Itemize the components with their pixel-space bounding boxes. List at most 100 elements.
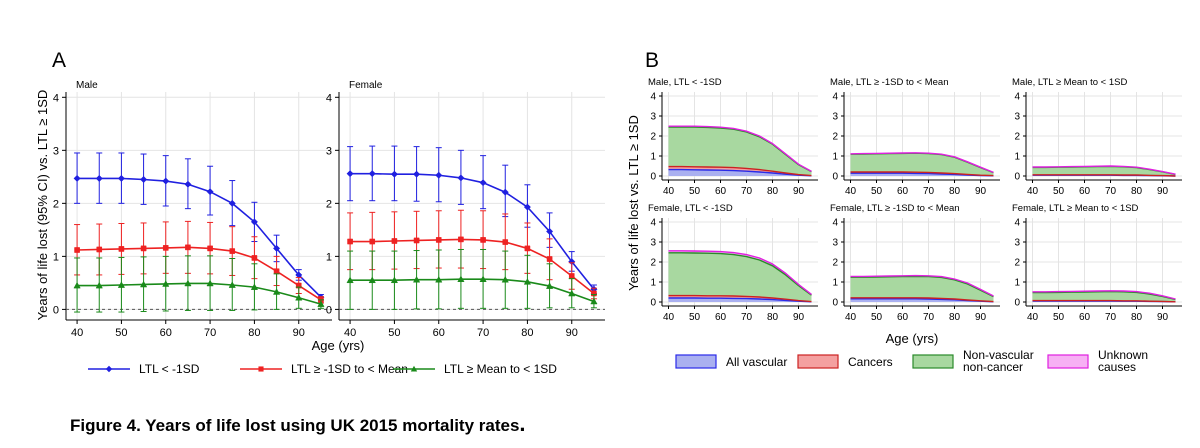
tick-label-x: 40 bbox=[1027, 186, 1039, 197]
tick-label-y: 2 bbox=[1014, 258, 1020, 269]
tick-label-y: 0 bbox=[53, 304, 59, 316]
data-point bbox=[435, 237, 442, 243]
tick-label-y: 1 bbox=[650, 278, 656, 289]
data-point bbox=[568, 289, 576, 297]
series-line bbox=[350, 238, 595, 295]
tick-label-x: 60 bbox=[433, 327, 445, 339]
area-edge-cancer bbox=[668, 165, 812, 177]
tick-label-y: 3 bbox=[1014, 238, 1020, 249]
legend-label: LTL < -1SD bbox=[139, 362, 200, 376]
data-point bbox=[229, 248, 236, 254]
tick-label-y: 1 bbox=[326, 251, 332, 263]
tick-label-y: 4 bbox=[650, 92, 656, 103]
tick-label-y: 3 bbox=[1014, 112, 1020, 123]
data-point bbox=[346, 170, 354, 178]
data-point bbox=[140, 175, 148, 184]
tick-label-x: 60 bbox=[1079, 186, 1091, 197]
tick-label-y: 4 bbox=[832, 92, 838, 103]
subplot-title: Female bbox=[349, 80, 383, 91]
panel-b-x-axis-label: Age (yrs) bbox=[886, 331, 939, 346]
series-1 bbox=[73, 152, 325, 301]
tick-label-x: 80 bbox=[1131, 312, 1143, 323]
legend-swatch bbox=[912, 354, 954, 369]
legend-label: non-cancer bbox=[963, 360, 1023, 374]
area-edge-unknown bbox=[668, 250, 812, 295]
tick-label-x: 80 bbox=[1131, 186, 1143, 197]
data-point bbox=[523, 278, 532, 285]
tick-label-y: 4 bbox=[53, 92, 59, 104]
data-point bbox=[501, 275, 509, 283]
area-edge-cancer bbox=[850, 171, 994, 177]
tick-label-y: 0 bbox=[1014, 298, 1020, 309]
tick-label-x: 50 bbox=[1053, 312, 1065, 323]
data-point bbox=[546, 256, 553, 262]
area-edge-vascular bbox=[668, 168, 812, 177]
tick-label-y: 0 bbox=[1014, 172, 1020, 183]
tick-label-x: 80 bbox=[949, 312, 961, 323]
series-1 bbox=[346, 145, 598, 294]
data-point bbox=[368, 276, 376, 284]
tick-label-x: 50 bbox=[871, 186, 883, 197]
data-point bbox=[184, 180, 192, 188]
area-edge-nonvasc bbox=[668, 252, 812, 296]
panel-b: B Years of life lost vs. LTL ≥ 1SD Age (… bbox=[626, 49, 1182, 374]
subplot-title: Male bbox=[76, 80, 98, 91]
data-point bbox=[369, 238, 376, 245]
data-point bbox=[368, 170, 376, 178]
subplot-title: Female, LTL ≥ Mean to < 1SD bbox=[1012, 203, 1139, 214]
data-point bbox=[228, 281, 236, 288]
tick-label-x: 90 bbox=[1157, 186, 1169, 197]
tick-label-x: 50 bbox=[115, 327, 127, 339]
tick-label-x: 70 bbox=[741, 312, 753, 323]
data-point bbox=[162, 177, 170, 185]
area-vascular bbox=[850, 298, 994, 302]
legend-item-2: LTL ≥ -1SD to < Mean bbox=[240, 362, 408, 376]
data-point bbox=[206, 188, 214, 196]
series-2 bbox=[347, 209, 597, 300]
area-edge-unknown bbox=[850, 274, 994, 297]
series-line bbox=[77, 282, 322, 305]
tick-label-x: 80 bbox=[248, 327, 260, 339]
data-point bbox=[206, 279, 214, 287]
figure: A Years of life lost (95% CI) vs. LTL ≥ … bbox=[35, 49, 1182, 376]
tick-label-x: 90 bbox=[566, 327, 578, 339]
panel-b-subplot-1: Male, LTL < -1SD 0 1 2 3 4 40 50 60 70 80 90 bbox=[648, 77, 818, 197]
legend-label: All vascular bbox=[726, 355, 787, 369]
tick-label-y: 2 bbox=[53, 198, 59, 210]
data-point bbox=[272, 288, 281, 295]
data-point bbox=[480, 237, 486, 243]
panel-b-subplot-6: Female, LTL ≥ Mean to < 1SD 0 1 2 3 4 40 50 60 70… bbox=[1012, 203, 1182, 323]
figure-caption: Figure 4. Years of life lost using UK 20… bbox=[70, 411, 526, 437]
tick-label-x: 60 bbox=[715, 186, 727, 197]
tick-label-y: 0 bbox=[326, 304, 332, 316]
tick-label-x: 50 bbox=[689, 186, 701, 197]
data-point bbox=[435, 275, 443, 283]
series-line bbox=[350, 278, 595, 303]
data-point bbox=[162, 280, 170, 287]
legend-swatch bbox=[797, 354, 839, 369]
tick-label-y: 0 bbox=[832, 172, 838, 183]
data-point bbox=[73, 174, 81, 182]
tick-label-x: 50 bbox=[1053, 186, 1065, 197]
panel-b-subplot-4: Female, LTL < -1SD 0 1 2 3 4 40 50 60 70 80 90 bbox=[648, 203, 818, 323]
legend-label: LTL ≥ Mean to < 1SD bbox=[444, 362, 557, 376]
tick-label-x: 70 bbox=[1105, 186, 1117, 197]
panel-a-label: A bbox=[52, 49, 66, 72]
tick-label-y: 2 bbox=[326, 198, 332, 210]
tick-label-x: 60 bbox=[1079, 312, 1091, 323]
panel-b-legend: All vascular Cancers Non-vascularnon-cance… bbox=[675, 348, 1148, 374]
data-point bbox=[117, 174, 125, 182]
data-point bbox=[185, 244, 191, 251]
data-point bbox=[413, 237, 420, 244]
area-edge-vascular bbox=[668, 297, 812, 303]
legend-label: Unknown bbox=[1098, 348, 1148, 362]
tick-label-y: 1 bbox=[1014, 152, 1020, 163]
tick-label-y: 1 bbox=[832, 278, 838, 289]
tick-label-x: 60 bbox=[160, 327, 172, 339]
panel-a-y-axis-label: Years of life lost (95% CI) vs. LTL ≥ 1S… bbox=[35, 90, 50, 321]
series-3 bbox=[73, 255, 325, 313]
legend-label: causes bbox=[1098, 360, 1136, 374]
tick-label-y: 0 bbox=[832, 298, 838, 309]
data-point bbox=[73, 281, 81, 289]
